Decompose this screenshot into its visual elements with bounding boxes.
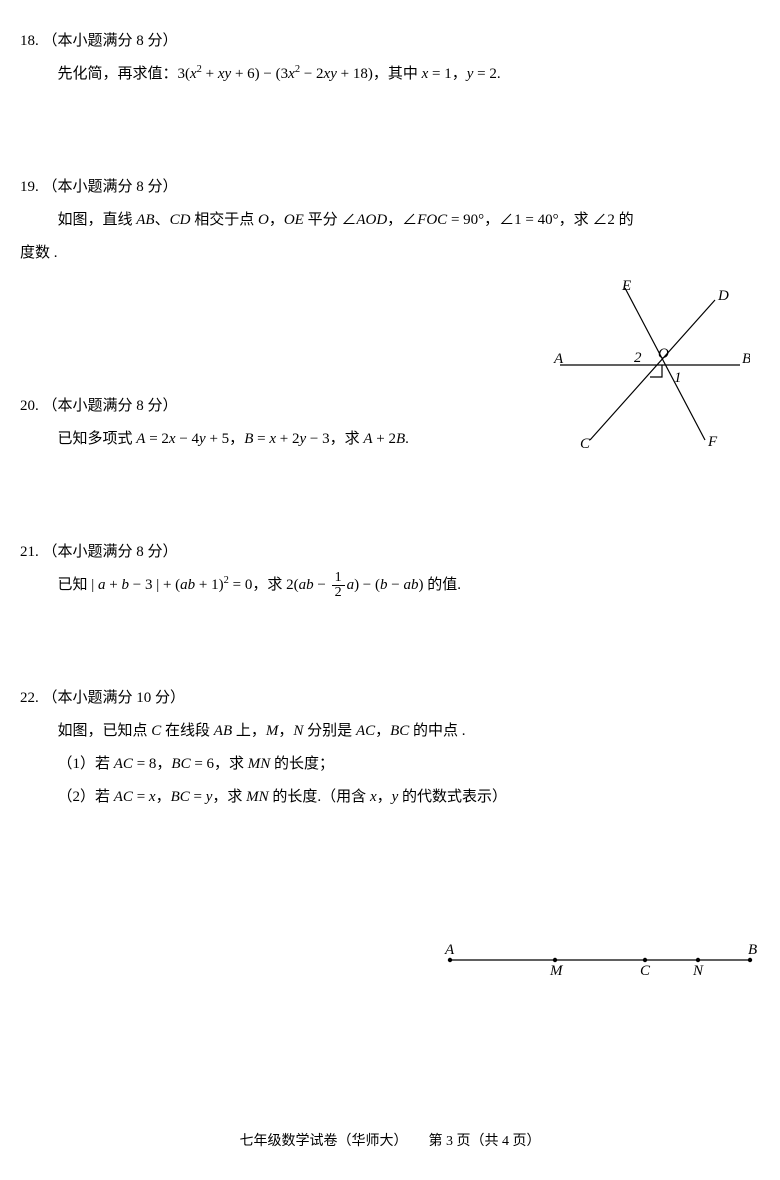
problem-18: 18. （本小题满分 8 分） 先化简，再求值：3(x2 + xy + 6) −… xyxy=(20,25,760,91)
problem-points: （本小题满分 8 分） xyxy=(43,544,178,560)
svg-text:A: A xyxy=(444,942,455,958)
svg-text:N: N xyxy=(692,963,704,979)
problem-18-body: 先化简，再求值：3(x2 + xy + 6) − (3x2 − 2xy + 18… xyxy=(20,58,760,91)
page-footer: 七年级数学试卷（华师大） 第 3 页（共 4 页） xyxy=(20,1130,760,1150)
problem-22-body: 如图，已知点 C 在线段 AB 上，M，N 分别是 AC，BC 的中点 . （1… xyxy=(20,715,760,814)
svg-text:B: B xyxy=(748,942,757,958)
problem-number: 21. xyxy=(20,544,39,560)
problem-21: 21. （本小题满分 8 分） 已知 | a + b − 3 | + (ab +… xyxy=(20,536,760,602)
problem-19-body: 如图，直线 AB、CD 相交于点 O，OE 平分 ∠AOD，∠FOC = 90°… xyxy=(20,204,760,237)
problem-19-header: 19. （本小题满分 8 分） xyxy=(20,171,760,204)
problem-points: （本小题满分 10 分） xyxy=(43,690,186,706)
figure-22-svg: A M C N B xyxy=(440,940,760,980)
problem-points: （本小题满分 8 分） xyxy=(43,398,178,414)
problem-22: 22. （本小题满分 10 分） 如图，已知点 C 在线段 AB 上，M，N 分… xyxy=(20,682,760,814)
problem-18-header: 18. （本小题满分 8 分） xyxy=(20,25,760,58)
problem-22-line1: 如图，已知点 C 在线段 AB 上，M，N 分别是 AC，BC 的中点 . xyxy=(58,715,761,748)
problem-points: （本小题满分 8 分） xyxy=(43,33,178,49)
svg-text:1: 1 xyxy=(674,370,682,386)
problem-points: （本小题满分 8 分） xyxy=(43,179,178,195)
problem-19: 19. （本小题满分 8 分） 如图，直线 AB、CD 相交于点 O，OE 平分… xyxy=(20,171,760,270)
problem-number: 19. xyxy=(20,179,39,195)
problem-19-body-2: 度数 . xyxy=(20,237,760,270)
figure-19-svg: A B C D E F O 2 1 xyxy=(550,280,750,450)
figure-22: A M C N B xyxy=(440,940,760,985)
problem-22-header: 22. （本小题满分 10 分） xyxy=(20,682,760,715)
problem-21-body: 已知 | a + b − 3 | + (ab + 1)2 = 0，求 2(ab … xyxy=(20,569,760,602)
problem-number: 20. xyxy=(20,398,39,414)
problem-number: 18. xyxy=(20,33,39,49)
svg-text:O: O xyxy=(658,346,669,362)
problem-22-line2: （1）若 AC = 8，BC = 6，求 MN 的长度； xyxy=(58,748,761,781)
svg-text:B: B xyxy=(742,351,750,367)
svg-text:C: C xyxy=(580,436,591,450)
svg-text:C: C xyxy=(640,963,651,979)
svg-text:A: A xyxy=(553,351,564,367)
exam-page: 18. （本小题满分 8 分） 先化简，再求值：3(x2 + xy + 6) −… xyxy=(0,0,780,1180)
svg-text:M: M xyxy=(549,963,564,979)
problem-21-header: 21. （本小题满分 8 分） xyxy=(20,536,760,569)
svg-text:D: D xyxy=(717,288,729,304)
svg-text:F: F xyxy=(707,434,718,450)
problem-22-line3: （2）若 AC = x，BC = y，求 MN 的长度.（用含 x，y 的代数式… xyxy=(58,781,761,814)
svg-text:E: E xyxy=(621,280,631,294)
problem-number: 22. xyxy=(20,690,39,706)
figure-19: A B C D E F O 2 1 xyxy=(550,280,750,455)
svg-text:2: 2 xyxy=(634,350,642,366)
fraction: 12 xyxy=(332,571,345,600)
